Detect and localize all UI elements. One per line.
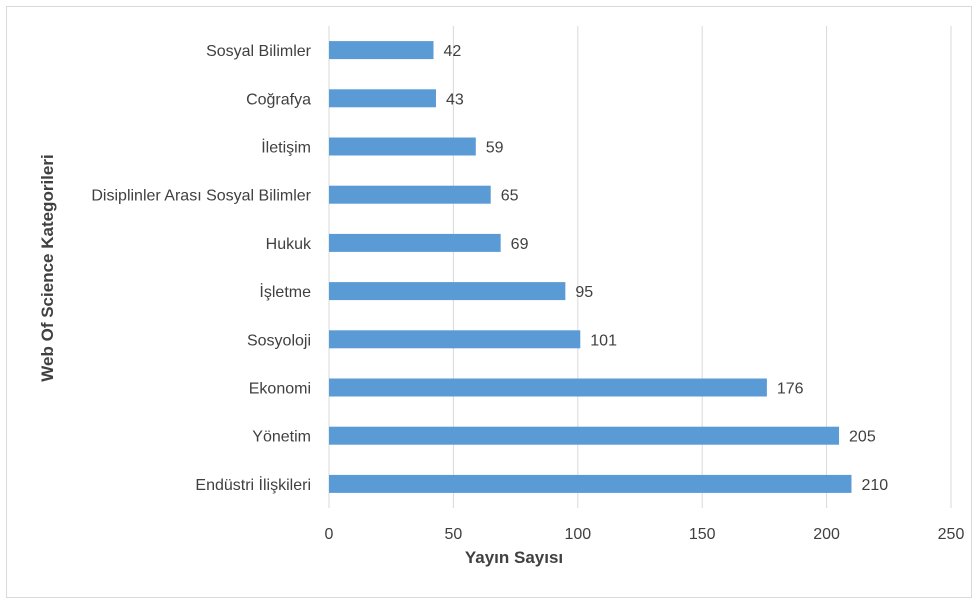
data-label: 43 bbox=[446, 91, 464, 108]
chart-frame bbox=[6, 6, 972, 598]
data-label: 69 bbox=[511, 236, 529, 253]
bar bbox=[329, 378, 767, 397]
bar bbox=[329, 330, 581, 349]
data-label: 59 bbox=[486, 140, 504, 157]
x-tick-label: 250 bbox=[938, 526, 965, 543]
bar bbox=[329, 185, 491, 204]
bars bbox=[329, 41, 852, 493]
data-label: 205 bbox=[849, 429, 876, 446]
category-label: Ekonomi bbox=[249, 381, 311, 398]
data-label: 42 bbox=[443, 43, 461, 60]
category-label: Sosyal Bilimler bbox=[206, 43, 312, 60]
x-tick-label: 100 bbox=[564, 526, 591, 543]
bar bbox=[329, 426, 840, 445]
bar bbox=[329, 474, 852, 493]
data-label: 65 bbox=[501, 188, 519, 205]
category-labels: Sosyal Bilimler Coğrafya İletişim Disiplinl… bbox=[91, 43, 312, 494]
data-labels: 42 43 59 65 69 95 101 176 205 210 bbox=[443, 43, 888, 494]
y-axis-title: Web Of Science Kategorileri bbox=[38, 154, 57, 381]
category-label: Endüstri İlişkileri bbox=[195, 475, 311, 494]
x-tick-label: 150 bbox=[689, 526, 716, 543]
x-tick-label: 0 bbox=[325, 526, 334, 543]
x-tick-label: 200 bbox=[813, 526, 840, 543]
category-label: Hukuk bbox=[266, 236, 312, 253]
category-label: Coğrafya bbox=[246, 91, 311, 108]
category-label: İşletme bbox=[259, 282, 311, 301]
bar bbox=[329, 137, 476, 156]
data-label: 101 bbox=[590, 332, 617, 349]
bar bbox=[329, 282, 566, 301]
x-axis-title: Yayın Sayısı bbox=[465, 548, 563, 567]
x-tick-label: 50 bbox=[445, 526, 463, 543]
category-label: Yönetim bbox=[252, 429, 311, 446]
bar bbox=[329, 233, 501, 252]
data-label: 95 bbox=[575, 284, 593, 301]
data-label: 176 bbox=[777, 381, 804, 398]
category-label: Disiplinler Arası Sosyal Bilimler bbox=[91, 188, 311, 205]
data-label: 210 bbox=[861, 477, 888, 494]
category-label: İletişim bbox=[261, 138, 311, 157]
bar bbox=[329, 41, 434, 60]
x-tick-labels: 0 50 100 150 200 250 bbox=[325, 526, 965, 543]
bar bbox=[329, 89, 436, 108]
category-label: Sosyoloji bbox=[247, 332, 311, 349]
